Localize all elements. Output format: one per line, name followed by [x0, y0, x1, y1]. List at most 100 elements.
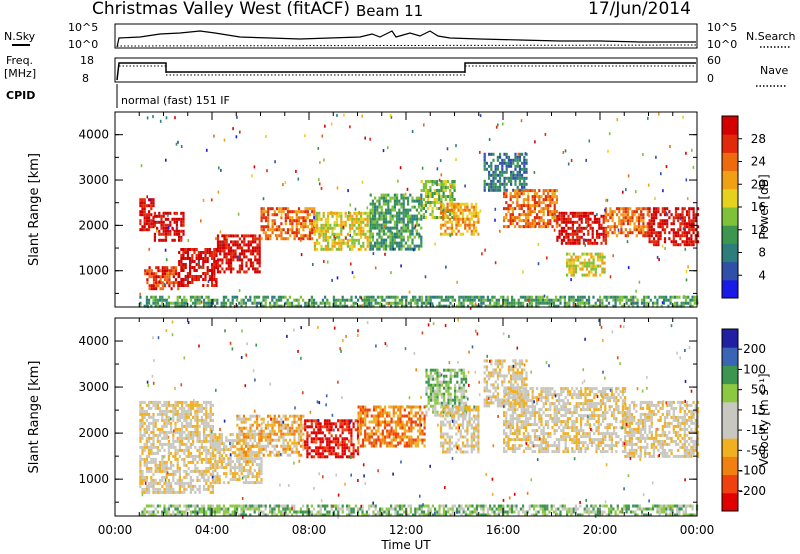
data-cell — [175, 217, 178, 221]
data-cell — [157, 266, 160, 270]
data-cell — [511, 210, 514, 214]
data-cell — [240, 426, 243, 430]
data-cell — [491, 298, 494, 302]
data-cell — [152, 400, 155, 404]
data-cell — [518, 189, 521, 193]
noise-cell — [387, 302, 390, 306]
data-cell — [341, 455, 344, 459]
data-cell — [363, 301, 366, 305]
data-cell — [451, 304, 454, 308]
data-cell — [533, 222, 536, 226]
data-cell — [166, 269, 169, 273]
data-cell — [402, 220, 405, 224]
data-cell — [566, 273, 569, 277]
data-cell — [361, 423, 365, 427]
data-cell — [389, 229, 392, 233]
data-cell — [414, 298, 417, 302]
data-cell — [221, 267, 224, 271]
data-cell — [489, 298, 492, 302]
data-cell — [620, 213, 623, 217]
data-cell — [587, 220, 590, 224]
data-cell — [343, 452, 346, 456]
data-cell — [536, 201, 539, 205]
data-cell — [344, 241, 347, 245]
data-cell — [198, 403, 201, 407]
data-cell — [152, 445, 155, 449]
data-cell — [571, 241, 574, 245]
data-cell — [483, 188, 486, 192]
data-cell — [691, 298, 694, 302]
data-cell — [295, 447, 298, 451]
data-cell — [302, 432, 305, 436]
data-cell — [139, 228, 142, 232]
data-cell — [590, 255, 593, 259]
data-cell — [396, 301, 399, 305]
data-cell — [420, 196, 423, 200]
data-cell — [143, 457, 146, 461]
data-cell — [540, 225, 543, 229]
data-cell — [191, 257, 194, 260]
data-cell — [585, 301, 588, 305]
data-cell — [585, 211, 588, 215]
data-cell — [240, 432, 243, 436]
data-cell — [254, 234, 257, 238]
data-cell — [627, 304, 630, 308]
data-cell — [579, 261, 582, 265]
data-cell — [225, 463, 228, 467]
data-cell — [544, 204, 547, 208]
data-cell — [150, 466, 153, 470]
data-cell — [402, 196, 405, 200]
data-cell — [220, 463, 223, 467]
data-cell — [159, 478, 162, 482]
data-cell — [183, 436, 186, 440]
data-cell — [338, 247, 341, 251]
noise-cell — [219, 230, 222, 234]
data-cell — [533, 210, 536, 214]
data-cell — [516, 222, 519, 226]
data-cell — [193, 278, 196, 281]
noise-cell — [362, 303, 364, 307]
data-cell — [609, 213, 612, 217]
data-cell — [379, 295, 382, 299]
noise-cell — [533, 171, 536, 174]
data-cell — [158, 220, 161, 224]
data-cell — [330, 422, 333, 426]
data-cell — [611, 216, 614, 220]
data-cell — [189, 421, 192, 425]
data-cell — [174, 272, 178, 276]
data-cell — [251, 433, 254, 437]
data-cell — [335, 220, 338, 224]
data-cell — [483, 155, 486, 159]
data-cell — [339, 443, 342, 447]
data-cell — [178, 436, 181, 440]
data-cell — [192, 454, 195, 458]
data-cell — [531, 204, 534, 208]
data-cell — [621, 298, 624, 302]
data-cell — [385, 208, 388, 212]
data-cell — [238, 436, 241, 440]
noise-cell — [404, 192, 407, 196]
data-cell — [376, 241, 379, 245]
data-cell — [211, 251, 214, 254]
data-cell — [206, 269, 209, 272]
data-cell — [661, 219, 664, 223]
data-cell — [472, 229, 476, 233]
colorbar-tick-label: 24 — [751, 155, 766, 169]
data-cell — [258, 240, 261, 244]
data-cell — [160, 223, 163, 227]
data-cell — [466, 223, 469, 227]
data-cell — [203, 427, 206, 431]
data-cell — [556, 235, 559, 239]
data-cell — [242, 475, 245, 479]
noise-cell — [165, 116, 168, 120]
data-cell — [219, 264, 222, 268]
data-cell — [321, 298, 324, 302]
data-cell — [492, 176, 495, 180]
data-cell — [451, 201, 454, 204]
noise-cell — [456, 280, 458, 284]
data-cell — [326, 428, 329, 432]
data-cell — [560, 229, 563, 233]
data-cell — [196, 448, 199, 452]
data-cell — [596, 220, 599, 224]
data-cell — [238, 439, 241, 443]
